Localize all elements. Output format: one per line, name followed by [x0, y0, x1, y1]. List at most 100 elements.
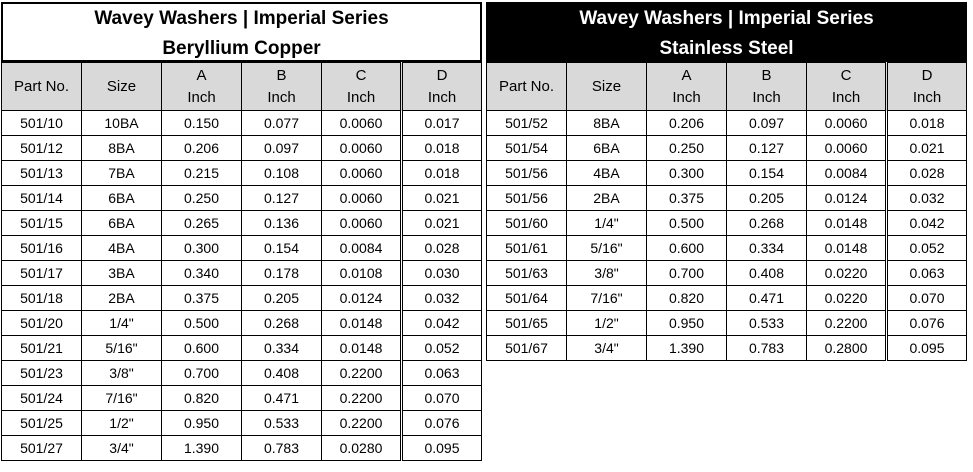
cell: 3/8"	[566, 260, 647, 286]
cell: 8BA	[81, 135, 162, 161]
cell: 0.136	[241, 210, 322, 236]
cell: 0.0060	[321, 185, 402, 211]
cell: 0.076	[885, 310, 967, 336]
cell: 5/16"	[566, 235, 647, 261]
header-text: C	[840, 66, 852, 84]
cell: 0.021	[885, 135, 967, 161]
header-cell: D Inch	[400, 62, 482, 111]
cell: 0.265	[161, 210, 242, 236]
cell: 3BA	[81, 260, 162, 286]
header-text: Part No.	[13, 77, 70, 95]
cell: 0.2200	[321, 360, 402, 386]
data-row: 501/18 2BA 0.375 0.205 0.0124 0.032	[1, 285, 482, 311]
cell: 0.300	[646, 160, 727, 186]
header-text: Inch	[672, 88, 701, 106]
header-cell: Size	[566, 62, 647, 111]
cell: 1/2"	[81, 410, 162, 436]
header-text: Inch	[187, 88, 216, 106]
cell: 0.032	[400, 285, 482, 311]
cell: 7BA	[81, 160, 162, 186]
cell: 10BA	[81, 110, 162, 136]
cell: 0.205	[241, 285, 322, 311]
cell: 0.077	[241, 110, 322, 136]
cell: 0.028	[400, 235, 482, 261]
title-line: Wavey Washers | Imperial Series	[579, 8, 874, 29]
data-row: 501/56 2BA 0.375 0.205 0.0124 0.032	[486, 185, 967, 211]
header-cell: D Inch	[885, 62, 967, 111]
cell: 0.340	[161, 260, 242, 286]
cell: 501/21	[1, 335, 82, 361]
cell: 501/23	[1, 360, 82, 386]
header-cell: B Inch	[726, 62, 807, 111]
cell: 0.0280	[321, 435, 402, 461]
data-row: 501/16 4BA 0.300 0.154 0.0084 0.028	[1, 235, 482, 261]
cell: 0.154	[726, 160, 807, 186]
cell: 0.0060	[321, 160, 402, 186]
cell: 0.042	[400, 310, 482, 336]
cell: 501/13	[1, 160, 82, 186]
cell: 0.0060	[321, 135, 402, 161]
cell: 0.0108	[321, 260, 402, 286]
header-text: Inch	[267, 88, 296, 106]
header-text: Inch	[346, 88, 376, 106]
cell: 501/27	[1, 435, 82, 461]
header-cell: A Inch	[646, 62, 727, 111]
cell: 3/4"	[566, 335, 647, 361]
cell: 0.950	[161, 410, 242, 436]
cell: 7/16"	[81, 385, 162, 411]
data-row: 501/13 7BA 0.215 0.108 0.0060 0.018	[1, 160, 482, 186]
header-text: B	[276, 66, 287, 84]
data-row: 501/67 3/4" 1.390 0.783 0.2800 0.095	[486, 335, 967, 361]
cell: 1/4"	[81, 310, 162, 336]
cell: 501/61	[486, 235, 567, 261]
header-cell: Size	[81, 62, 162, 111]
cell: 0.2200	[806, 310, 887, 336]
title-line: Beryllium Copper	[162, 38, 321, 59]
header-cell: B Inch	[241, 62, 322, 111]
cell: 501/17	[1, 260, 82, 286]
cell: 0.500	[646, 210, 727, 236]
cell: 3/8"	[81, 360, 162, 386]
cell: 0.600	[161, 335, 242, 361]
data-row: 501/65 1/2" 0.950 0.533 0.2200 0.076	[486, 310, 967, 336]
header-text: D	[921, 66, 933, 84]
cell: 0.018	[885, 110, 967, 136]
cell: 0.533	[241, 410, 322, 436]
cell: 0.268	[726, 210, 807, 236]
cell: 0.076	[400, 410, 482, 436]
data-row: 501/25 1/2" 0.950 0.533 0.2200 0.076	[1, 410, 482, 436]
cell: 0.042	[885, 210, 967, 236]
cell: 0.408	[241, 360, 322, 386]
cell: 0.600	[646, 235, 727, 261]
cell: 0.154	[241, 235, 322, 261]
cell: 501/25	[1, 410, 82, 436]
cell: 2BA	[566, 185, 647, 211]
header-text: Inch	[427, 88, 457, 106]
header-cell: C Inch	[806, 62, 887, 111]
data-row: 501/14 6BA 0.250 0.127 0.0060 0.021	[1, 185, 482, 211]
cell: 0.017	[400, 110, 482, 136]
data-table: Part No. Size A Inch B Inch C Inch D Inch 501/52 8B…	[486, 62, 967, 361]
cell: 0.2800	[806, 335, 887, 361]
cell: 0.021	[400, 210, 482, 236]
cell: 4BA	[566, 160, 647, 186]
cell: 501/65	[486, 310, 567, 336]
cell: 0.030	[400, 260, 482, 286]
cell: 501/67	[486, 335, 567, 361]
data-row: 501/15 6BA 0.265 0.136 0.0060 0.021	[1, 210, 482, 236]
header-text: C	[355, 66, 367, 84]
cell: 6BA	[81, 210, 162, 236]
cell: 0.533	[726, 310, 807, 336]
header-text: Size	[106, 77, 137, 95]
cell: 0.095	[400, 435, 482, 461]
data-row: 501/23 3/8" 0.700 0.408 0.2200 0.063	[1, 360, 482, 386]
header-text: Inch	[752, 88, 781, 106]
cell: 0.700	[161, 360, 242, 386]
cell: 0.0148	[806, 210, 887, 236]
cell: 0.950	[646, 310, 727, 336]
cell: 0.820	[646, 285, 727, 311]
data-row: 501/60 1/4" 0.500 0.268 0.0148 0.042	[486, 210, 967, 236]
cell: 0.0060	[806, 135, 887, 161]
cell: 0.0124	[321, 285, 402, 311]
cell: 1.390	[646, 335, 727, 361]
